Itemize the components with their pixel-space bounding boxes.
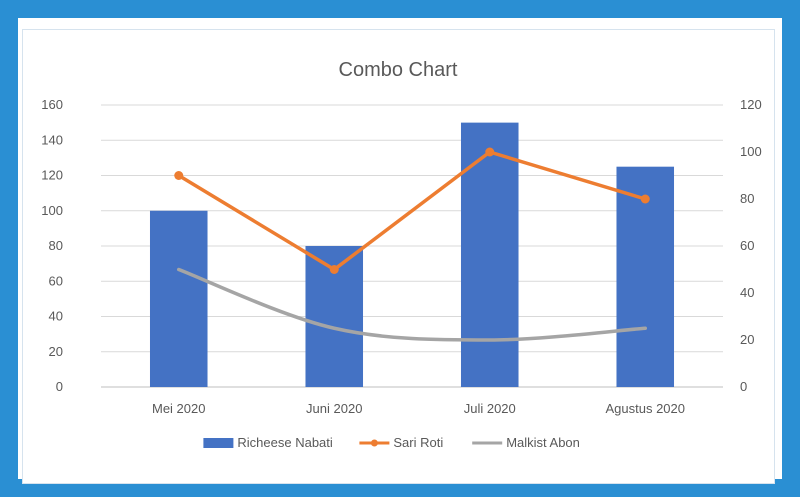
bar-series-group <box>149 122 675 387</box>
category-tick-label: Juli 2020 <box>464 401 516 416</box>
left-tick-label: 60 <box>49 273 63 288</box>
left-tick-label: 140 <box>41 132 63 147</box>
legend: Richeese Nabati Sari Roti Malkist Abon <box>203 435 580 450</box>
category-tick-label: Agustus 2020 <box>605 401 685 416</box>
right-tick-label: 0 <box>740 379 747 394</box>
category-tick-label: Juni 2020 <box>306 401 362 416</box>
left-tick-label: 100 <box>41 203 63 218</box>
legend-label: Richeese Nabati <box>237 435 332 450</box>
right-tick-label: 40 <box>740 285 754 300</box>
left-tick-label: 120 <box>41 168 63 183</box>
bar <box>149 210 208 387</box>
left-axis-ticks: 0 20 40 60 80 100 120 140 160 <box>41 97 63 394</box>
legend-label: Sari Roti <box>393 435 443 450</box>
combo-chart: 0 20 40 60 80 100 120 140 160 0 20 40 60 80 100 120 Me… <box>41 59 762 450</box>
left-tick-label: 40 <box>49 309 63 324</box>
legend-marker <box>370 439 378 447</box>
left-tick-label: 160 <box>41 97 63 112</box>
line-point <box>485 147 495 157</box>
right-tick-label: 60 <box>740 238 754 253</box>
right-tick-label: 20 <box>740 332 754 347</box>
chart-frame: 0 20 40 60 80 100 120 140 160 0 20 40 60 80 100 120 Me… <box>18 18 782 484</box>
right-axis-ticks: 0 20 40 60 80 100 120 <box>740 97 762 394</box>
category-tick-label: Mei 2020 <box>152 401 205 416</box>
right-tick-label: 80 <box>740 191 754 206</box>
series-line <box>177 267 647 342</box>
bar <box>460 122 519 387</box>
right-tick-label: 100 <box>740 144 762 159</box>
series-line <box>177 150 647 272</box>
left-tick-label: 20 <box>49 344 63 359</box>
chart-title: Combo Chart <box>339 59 458 81</box>
line-point <box>174 171 184 180</box>
right-tick-label: 120 <box>740 97 762 112</box>
legend-swatch <box>203 438 234 448</box>
line-point <box>329 265 339 274</box>
category-axis-ticks: Mei 2020 Juni 2020 Juli 2020 Agustus 2020 <box>152 401 685 416</box>
legend-label: Malkist Abon <box>506 435 580 450</box>
left-tick-label: 0 <box>56 379 63 394</box>
line-point <box>640 194 650 204</box>
left-tick-label: 80 <box>49 238 63 253</box>
line-series-group <box>174 147 650 342</box>
chart-area: 0 20 40 60 80 100 120 140 160 0 20 40 60 80 100 120 Me… <box>22 29 775 484</box>
